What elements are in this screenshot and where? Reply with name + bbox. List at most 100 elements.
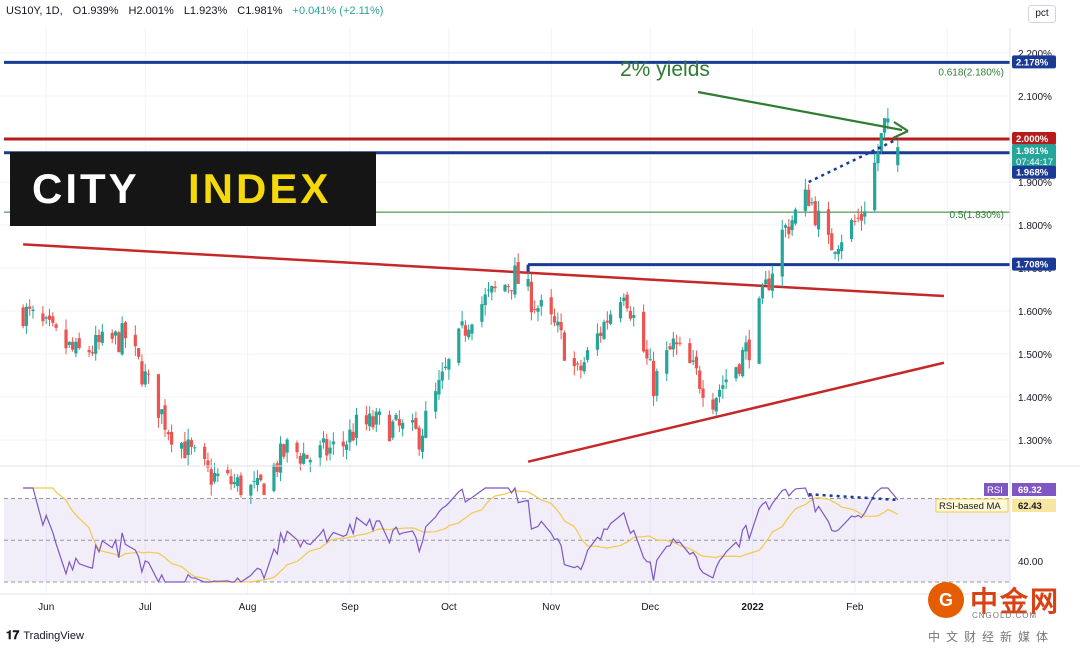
candle-body [262,483,266,495]
candle-body [856,217,860,219]
candle-body [506,286,510,288]
candle [51,312,55,327]
candle [64,319,68,355]
candle [275,460,279,478]
candle-body [734,367,738,379]
price-tag: 1.708% [1012,257,1056,271]
candle [394,412,398,422]
candle [602,319,606,341]
candle-body [434,391,438,412]
candle [625,291,629,312]
candle [21,304,25,329]
candle-body [206,460,210,468]
candle-body [443,366,448,369]
divergence-rsi-line [808,493,898,502]
candle [123,320,128,349]
candle [298,452,302,471]
candle-body [28,306,32,309]
scale-toggle-button[interactable]: pct [1028,5,1056,23]
candle-body [133,334,137,347]
candle-body [156,374,161,418]
candle [886,108,890,130]
candle [757,296,761,365]
annotation-arrow-head [892,121,909,139]
candle-body [655,371,659,396]
candle-body [711,399,715,410]
candle [582,356,586,375]
candle [833,251,837,260]
candle [460,310,464,329]
candle [67,341,71,348]
candle [694,350,699,375]
tradingview-label: TradingView [23,629,84,642]
candle-body [295,442,299,453]
candle [618,297,623,323]
candle [632,306,636,327]
close-value: C1.981% [237,5,283,17]
candle-body [410,420,415,423]
candle-body [651,360,656,397]
candle [110,329,114,344]
candle [678,336,682,347]
candle-body [51,316,55,323]
candle [325,433,329,461]
candle [440,362,444,390]
logo-word-city: CITY [32,165,140,212]
candle-body [741,349,745,377]
candle [503,284,507,293]
candle [391,419,395,441]
candle-body [41,313,45,322]
candle-body [463,325,467,336]
candle [377,408,382,425]
candle-body [609,314,613,324]
candle-body [47,315,52,320]
candle-body [123,322,128,339]
candle-body [886,118,890,123]
candle [236,474,240,492]
candle-body [562,332,567,361]
candle [849,218,854,243]
candle-body [170,431,174,445]
watermark-subtitle: 中文财经新媒体 [928,630,1055,644]
candle-body [836,248,840,255]
candle-body [282,444,286,457]
candle-body [371,416,375,428]
candle [434,382,438,419]
candle-body [714,397,718,412]
candle-body [67,341,71,345]
candle-body [826,209,831,235]
candle [308,457,312,473]
candle [305,454,309,459]
candle [166,429,170,441]
candle-body [780,229,784,277]
candle [873,153,877,213]
candle-body [420,435,425,452]
price-tag-countdown: 07:44:17 [1016,157,1053,168]
price-tag: 1.981%07:44:17 [1012,144,1056,169]
tradingview-branding[interactable]: 𝟏𝟕 TradingView [6,628,84,643]
candle [368,406,372,431]
price-tag-bg [1012,257,1056,271]
candle-body [539,299,543,307]
candlestick-series [21,108,900,504]
candle-body [21,307,25,327]
price-tag-label: 1.968% [1016,168,1049,179]
candle [140,354,144,387]
candle-body [229,476,233,485]
y-tick-label: 1.800% [1018,221,1052,232]
candle-body [318,445,322,458]
candle [556,312,560,333]
candle [54,322,58,332]
candle-body [642,311,646,352]
candle-body [440,371,444,381]
candle-body [457,328,461,363]
candle-body [876,152,880,164]
rsi-background-band [4,498,1010,582]
candle-body [272,464,276,492]
candle [47,308,52,327]
symbol-label[interactable]: US10Y, 1D, [6,5,63,17]
trendline-1 [23,243,945,298]
candle [447,357,451,380]
candle-body [879,133,883,152]
